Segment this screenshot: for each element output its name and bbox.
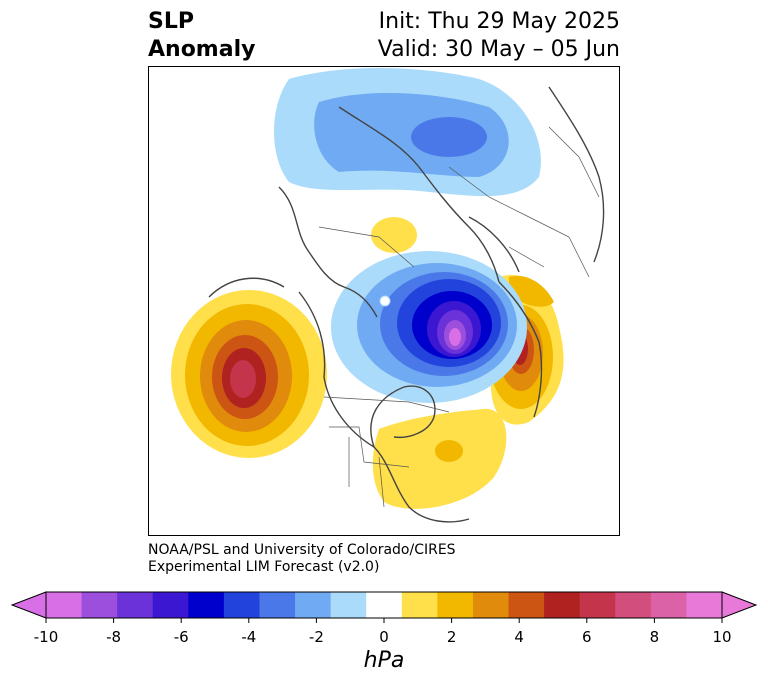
colorbar-under-extend bbox=[10, 591, 47, 619]
colorbar-bin bbox=[401, 592, 438, 618]
colorbar-tick-label: 8 bbox=[649, 628, 660, 646]
colorbar-bin bbox=[46, 592, 83, 618]
map-title: SLP Anomaly bbox=[148, 8, 255, 64]
political-borders bbox=[318, 126, 600, 508]
colorbar-bin bbox=[330, 592, 367, 618]
anomaly-siberia-small bbox=[371, 217, 417, 253]
colorbar-bin bbox=[223, 592, 260, 618]
colorbar-bin bbox=[472, 592, 510, 618]
colorbar-bin bbox=[579, 592, 616, 618]
pole-marker bbox=[379, 295, 391, 307]
anomaly-eastern-us bbox=[372, 408, 507, 509]
colorbar-over-extend bbox=[721, 591, 758, 619]
credit-text: NOAA/PSL and University of Colorado/CIRE… bbox=[148, 542, 456, 576]
colorbar bbox=[10, 591, 758, 623]
colorbar-unit: hPa bbox=[363, 648, 405, 673]
colorbar-tick-label: -6 bbox=[173, 628, 189, 646]
credit-line-2: Experimental LIM Forecast (v2.0) bbox=[148, 559, 380, 575]
colorbar-tick-label: -4 bbox=[241, 628, 257, 646]
map-svg bbox=[171, 68, 605, 523]
anomaly-hudson-greenland bbox=[331, 251, 527, 403]
anomaly-arctic-russia bbox=[274, 68, 541, 197]
colorbar-tick-label: 10 bbox=[712, 628, 732, 646]
title-line-1: SLP bbox=[148, 9, 194, 34]
colorbar-tick-label: 0 bbox=[379, 628, 389, 646]
colorbar-tick-label: -10 bbox=[33, 628, 59, 646]
colorbar-bin bbox=[686, 592, 723, 618]
colorbar-bin bbox=[152, 592, 189, 618]
coastlines bbox=[208, 86, 605, 523]
colorbar-tick-label: 4 bbox=[514, 628, 524, 646]
colorbar-bin bbox=[188, 592, 225, 618]
colorbar-tick-label: -2 bbox=[308, 628, 324, 646]
colorbar-tick-label: 6 bbox=[582, 628, 592, 646]
colorbar-bin bbox=[295, 592, 332, 618]
title-line-2: Anomaly bbox=[148, 37, 256, 62]
colorbar-bin bbox=[650, 592, 687, 618]
colorbar-bin bbox=[117, 592, 154, 618]
colorbar-bin bbox=[259, 592, 296, 618]
colorbar-bin bbox=[366, 592, 403, 618]
valid-range: Valid: 30 May – 05 Jun bbox=[377, 37, 620, 62]
forecast-dates: Init: Thu 29 May 2025 Valid: 30 May – 05… bbox=[362, 8, 620, 64]
anomaly-map bbox=[148, 66, 620, 536]
colorbar-tick-label: -8 bbox=[106, 628, 122, 646]
colorbar-bin bbox=[544, 592, 581, 618]
colorbar-bin bbox=[508, 592, 545, 618]
init-date: Init: Thu 29 May 2025 bbox=[378, 9, 620, 34]
colorbar-bin bbox=[615, 592, 652, 618]
colorbar-bin bbox=[437, 592, 474, 618]
colorbar-bin bbox=[81, 592, 118, 618]
anomaly-north-pacific bbox=[171, 290, 327, 458]
colorbar-tick-label: 2 bbox=[446, 628, 457, 646]
credit-line-1: NOAA/PSL and University of Colorado/CIRE… bbox=[148, 542, 456, 558]
